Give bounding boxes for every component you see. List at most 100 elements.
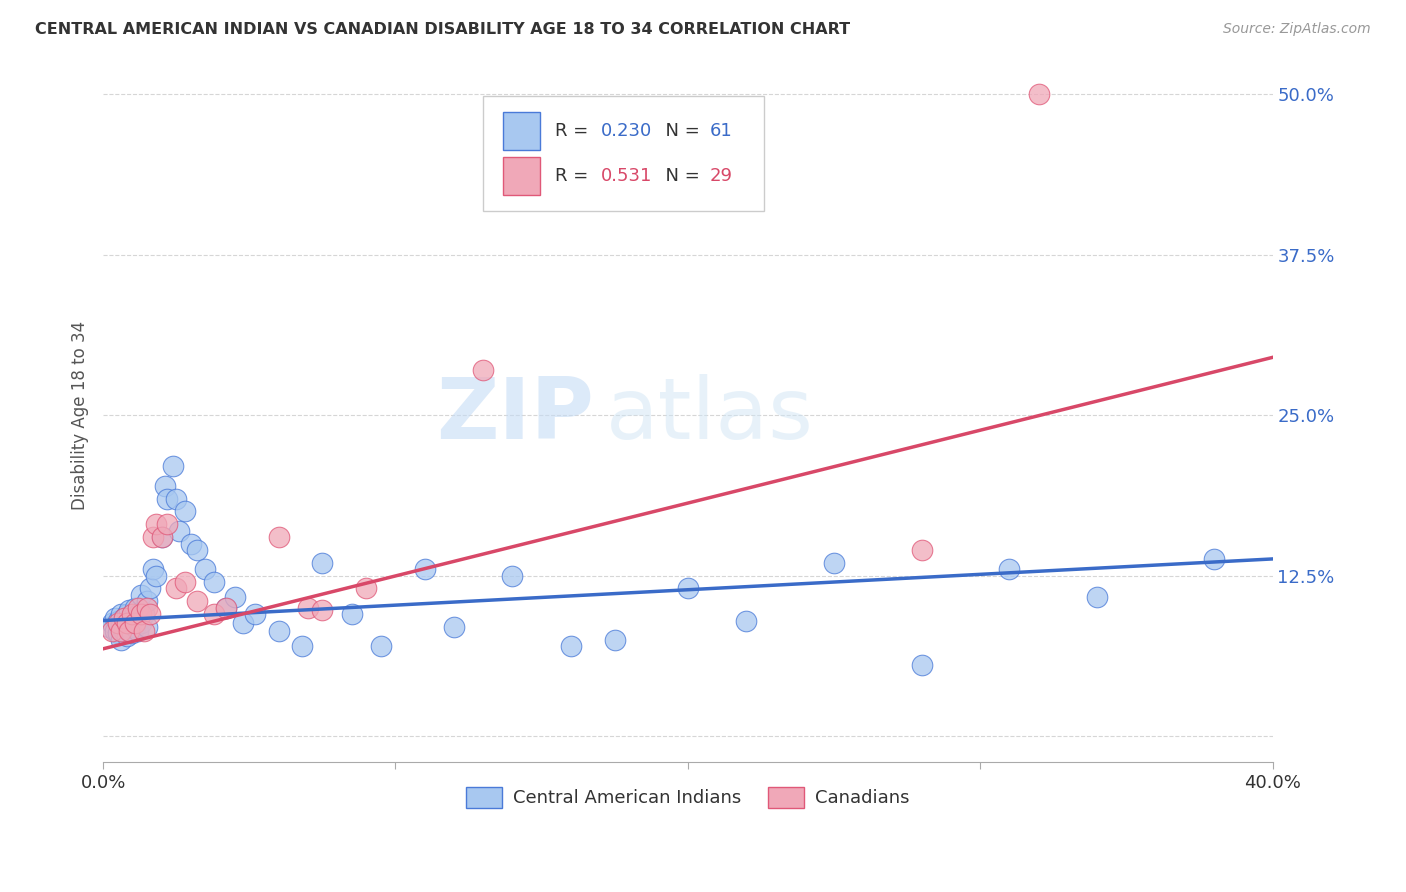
Point xyxy=(101,616,124,631)
Point xyxy=(136,594,159,608)
Point xyxy=(115,616,138,631)
Point xyxy=(676,582,699,596)
Point xyxy=(110,632,132,647)
Point xyxy=(142,530,165,544)
Text: atlas: atlas xyxy=(606,374,814,457)
Legend: Central American Indians, Canadians: Central American Indians, Canadians xyxy=(458,780,917,815)
Point xyxy=(115,607,138,621)
Text: Source: ZipAtlas.com: Source: ZipAtlas.com xyxy=(1223,22,1371,37)
Point xyxy=(472,363,495,377)
Point xyxy=(823,556,845,570)
Point xyxy=(112,611,135,625)
Point xyxy=(145,568,167,582)
Point xyxy=(118,620,141,634)
Point xyxy=(224,591,246,605)
Point xyxy=(145,517,167,532)
Point xyxy=(127,607,149,621)
Point xyxy=(501,568,523,582)
Point xyxy=(354,582,377,596)
Point xyxy=(186,543,208,558)
Text: N =: N = xyxy=(654,122,706,140)
Point xyxy=(107,616,129,631)
Text: 0.230: 0.230 xyxy=(602,122,652,140)
Text: N =: N = xyxy=(654,167,706,185)
Point xyxy=(174,575,197,590)
Point xyxy=(162,459,184,474)
Point xyxy=(165,582,187,596)
FancyBboxPatch shape xyxy=(484,96,763,211)
Text: CENTRAL AMERICAN INDIAN VS CANADIAN DISABILITY AGE 18 TO 34 CORRELATION CHART: CENTRAL AMERICAN INDIAN VS CANADIAN DISA… xyxy=(35,22,851,37)
Text: 29: 29 xyxy=(710,167,733,185)
Point xyxy=(243,607,266,621)
Point xyxy=(110,624,132,638)
Point xyxy=(110,616,132,631)
Point xyxy=(1028,87,1050,102)
Point xyxy=(153,479,176,493)
Point xyxy=(267,530,290,544)
Text: 0.531: 0.531 xyxy=(602,167,652,185)
Point xyxy=(291,639,314,653)
Point xyxy=(1202,552,1225,566)
Point xyxy=(107,626,129,640)
Point xyxy=(127,624,149,638)
Point xyxy=(911,658,934,673)
Point xyxy=(127,600,149,615)
Point xyxy=(129,588,152,602)
Point xyxy=(129,607,152,621)
Point xyxy=(104,624,127,638)
Point xyxy=(370,639,392,653)
Point xyxy=(735,614,758,628)
Point xyxy=(167,524,190,538)
Point xyxy=(136,600,159,615)
Point xyxy=(311,556,333,570)
Point xyxy=(129,616,152,631)
Point xyxy=(115,629,138,643)
Bar xyxy=(503,157,540,194)
Point xyxy=(194,562,217,576)
Point xyxy=(215,600,238,615)
Point xyxy=(112,624,135,638)
Point xyxy=(1085,591,1108,605)
Text: ZIP: ZIP xyxy=(436,374,595,457)
Point xyxy=(156,491,179,506)
Point xyxy=(998,562,1021,576)
Text: R =: R = xyxy=(554,122,593,140)
Point xyxy=(124,616,146,631)
Point xyxy=(121,626,143,640)
Point xyxy=(603,632,626,647)
Point xyxy=(202,607,225,621)
Point xyxy=(232,616,254,631)
Point xyxy=(110,607,132,621)
Point xyxy=(180,536,202,550)
Point xyxy=(297,600,319,615)
Point xyxy=(202,575,225,590)
Point xyxy=(911,543,934,558)
Point xyxy=(112,611,135,625)
Text: R =: R = xyxy=(554,167,593,185)
Text: 61: 61 xyxy=(710,122,733,140)
Point xyxy=(104,611,127,625)
Point xyxy=(101,624,124,638)
Point xyxy=(560,639,582,653)
Point xyxy=(150,530,173,544)
Point xyxy=(142,562,165,576)
Point xyxy=(136,620,159,634)
Point xyxy=(311,603,333,617)
Point xyxy=(132,624,155,638)
Point xyxy=(156,517,179,532)
Point xyxy=(267,624,290,638)
Point xyxy=(413,562,436,576)
Point xyxy=(118,603,141,617)
Point xyxy=(139,582,162,596)
Point xyxy=(107,614,129,628)
Point xyxy=(165,491,187,506)
Point xyxy=(186,594,208,608)
Point xyxy=(340,607,363,621)
Point xyxy=(98,620,121,634)
Point xyxy=(124,620,146,634)
Point xyxy=(174,504,197,518)
Point xyxy=(150,530,173,544)
Y-axis label: Disability Age 18 to 34: Disability Age 18 to 34 xyxy=(72,320,89,509)
Point xyxy=(139,607,162,621)
Point xyxy=(118,624,141,638)
